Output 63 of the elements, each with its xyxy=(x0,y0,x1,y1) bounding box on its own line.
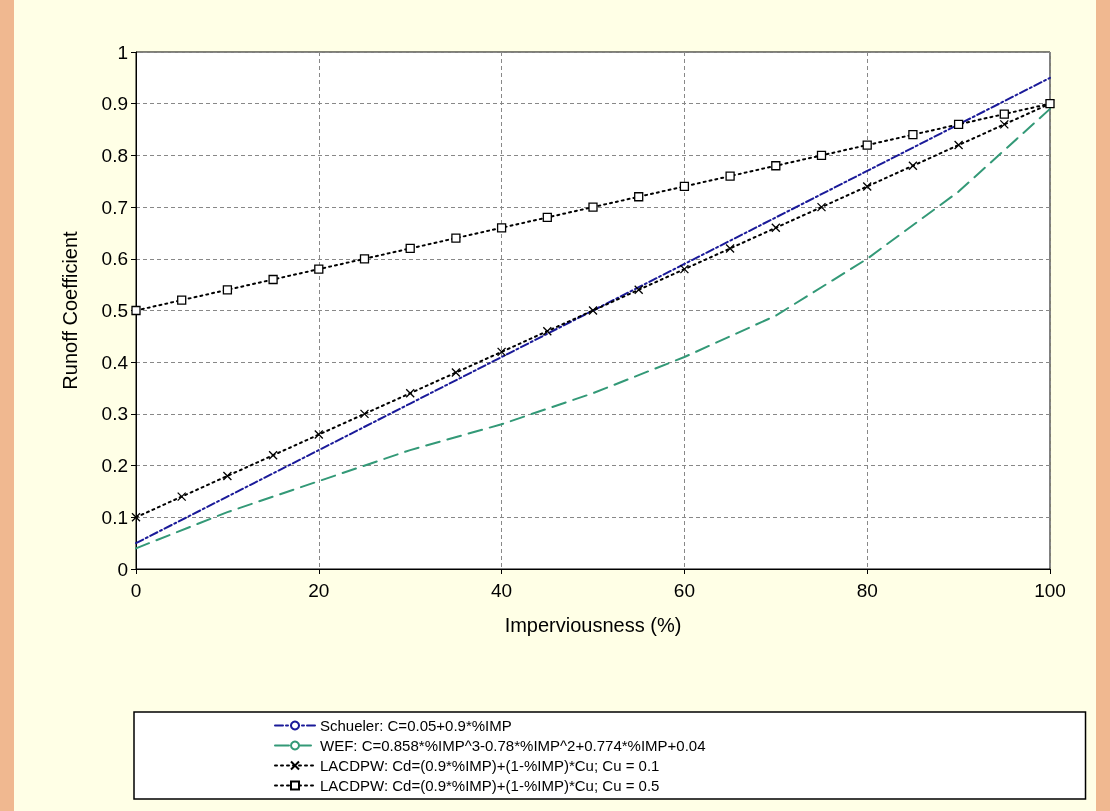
point xyxy=(451,367,461,378)
point xyxy=(542,212,552,223)
y-tick-label: 0.4 xyxy=(101,351,129,373)
point xyxy=(999,109,1009,119)
y-tick-label: 0.8 xyxy=(101,144,128,166)
y-tick-label: 0.6 xyxy=(101,248,128,270)
point xyxy=(816,202,827,212)
x-tick-label: 0 xyxy=(130,580,142,601)
point xyxy=(862,140,872,150)
point xyxy=(588,202,598,212)
legend-label: Schueler: C=0.05+0.9*%IMP xyxy=(320,717,512,734)
point xyxy=(314,264,324,274)
y-tick-label: 0.9 xyxy=(101,93,128,115)
x-tick-label: 100 xyxy=(1034,580,1066,601)
point xyxy=(771,161,781,171)
point xyxy=(496,347,507,357)
point xyxy=(634,192,644,202)
point xyxy=(679,181,690,192)
point xyxy=(131,512,141,522)
point xyxy=(725,171,735,181)
y-tick-label: 0.3 xyxy=(101,403,128,425)
y-tick-label: 0.1 xyxy=(101,506,128,528)
point xyxy=(131,305,141,316)
y-tick-label: 1 xyxy=(117,41,128,63)
point xyxy=(908,130,918,140)
y-tick-label: 0 xyxy=(117,558,128,580)
y-tick-label: 0.7 xyxy=(101,196,128,218)
point xyxy=(771,223,781,233)
x-tick-label: 40 xyxy=(491,580,513,601)
legend-label: LACDPW: Cd=(0.9*%IMP)+(1-%IMP)*Cu; Cu = 0.1 xyxy=(320,757,660,774)
point xyxy=(359,409,370,419)
x-tick-label: 60 xyxy=(673,580,695,601)
x-tick-label: 80 xyxy=(856,580,878,601)
point xyxy=(314,429,324,440)
x-axis-title: Imperviousness (%) xyxy=(504,614,682,636)
legend-label: WEF: C=0.858*%IMP^3-0.78*%IMP^2+0.774*%IMP+0.04 xyxy=(320,737,706,754)
point xyxy=(679,264,690,274)
point xyxy=(496,223,507,233)
y-axis-title: Runoff Coefficient xyxy=(59,230,81,390)
point xyxy=(862,181,872,192)
legend-label: LACDPW: Cd=(0.9*%IMP)+(1-%IMP)*Cu; Cu = 0.5 xyxy=(320,777,660,794)
point xyxy=(634,285,644,295)
point xyxy=(542,326,552,336)
point xyxy=(405,388,415,398)
point xyxy=(268,450,278,460)
point xyxy=(222,285,233,295)
x-tick-label: 20 xyxy=(308,580,330,601)
point xyxy=(953,140,964,150)
point xyxy=(725,243,735,254)
point xyxy=(177,295,187,305)
point xyxy=(999,119,1009,130)
point xyxy=(908,161,918,171)
point xyxy=(177,491,187,502)
y-tick-label: 0.2 xyxy=(101,455,128,477)
point xyxy=(451,233,461,243)
point xyxy=(359,254,370,264)
point xyxy=(588,305,598,316)
point xyxy=(405,243,415,254)
point xyxy=(222,471,233,481)
point xyxy=(268,274,278,285)
point xyxy=(953,119,964,130)
y-tick-label: 0.5 xyxy=(101,300,128,321)
point xyxy=(816,150,827,161)
